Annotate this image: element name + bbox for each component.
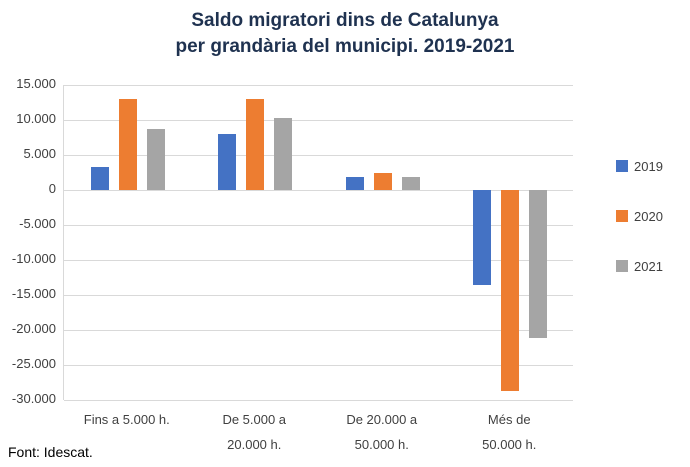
x-category-label: De 20.000 a 50.000 h. <box>312 408 452 457</box>
y-tick-label: -20.000 <box>11 321 56 336</box>
x-category-label: Fins a 5.000 h. <box>57 408 197 433</box>
x-category-label-line: 50.000 h. <box>482 436 537 452</box>
gridline <box>64 225 573 226</box>
x-category-label-line: 50.000 h. <box>354 436 409 452</box>
x-category-label-line: De 20.000 a <box>346 412 418 427</box>
chart-title-line1: Saldo migratori dins de Catalunya <box>191 10 499 31</box>
y-tick-label: 5.000 <box>23 146 56 161</box>
chart-title: Saldo migratori dins de Catalunya per gr… <box>0 8 690 59</box>
gridline <box>64 330 573 331</box>
y-tick-label: -25.000 <box>11 356 56 371</box>
legend-item-2019: 2019 <box>616 156 663 176</box>
bar-2021-cat2 <box>401 177 420 190</box>
y-tick-label: 15.000 <box>16 76 56 91</box>
bar-2021-cat0 <box>146 129 165 190</box>
bar-2020-cat0 <box>118 99 137 190</box>
legend-item-2021: 2021 <box>616 256 663 276</box>
gridline <box>64 155 573 156</box>
y-tick-label: -15.000 <box>11 286 56 301</box>
y-tick-label: -30.000 <box>11 391 56 406</box>
gridline <box>64 120 573 121</box>
legend: 2019 2020 2021 <box>616 156 663 306</box>
bar-2019-cat0 <box>90 166 109 190</box>
legend-label-2021: 2021 <box>634 258 663 274</box>
legend-swatch-2019 <box>616 160 628 172</box>
bar-2020-cat3 <box>501 190 520 391</box>
x-category-label-line: Més de <box>487 412 531 427</box>
gridline <box>64 295 573 296</box>
legend-swatch-2021 <box>616 260 628 272</box>
y-tick-label: -10.000 <box>11 251 56 266</box>
bar-2019-cat1 <box>218 134 237 190</box>
y-tick-label: 0 <box>48 181 56 196</box>
y-tick-label: 10.000 <box>16 111 56 126</box>
x-category-label-line: De 5.000 a <box>222 412 287 427</box>
legend-swatch-2020 <box>616 210 628 222</box>
legend-item-2020: 2020 <box>616 206 663 226</box>
x-category-label: Més de 50.000 h. <box>439 408 579 457</box>
bar-2021-cat3 <box>529 190 548 339</box>
bar-2021-cat1 <box>274 117 293 190</box>
legend-label-2020: 2020 <box>634 208 663 224</box>
x-category-label-line: 20.000 h. <box>227 436 282 452</box>
bar-2020-cat1 <box>246 99 265 190</box>
bar-2020-cat2 <box>373 172 392 190</box>
gridline <box>64 190 573 191</box>
gridline <box>64 400 573 401</box>
gridline <box>64 365 573 366</box>
chart-title-line2: per grandària del municipi. 2019-2021 <box>175 35 515 57</box>
source-note: Font: Idescat. <box>8 444 93 460</box>
gridline <box>64 85 573 86</box>
bar-2019-cat3 <box>473 190 492 285</box>
bar-2019-cat2 <box>345 177 364 190</box>
x-category-label: De 5.000 a 20.000 h. <box>184 408 324 457</box>
y-tick-label: -5.000 <box>19 216 56 231</box>
legend-label-2019: 2019 <box>634 158 663 174</box>
plot-area <box>63 85 573 401</box>
x-category-label-line: Fins a 5.000 h. <box>83 412 170 427</box>
gridline <box>64 260 573 261</box>
